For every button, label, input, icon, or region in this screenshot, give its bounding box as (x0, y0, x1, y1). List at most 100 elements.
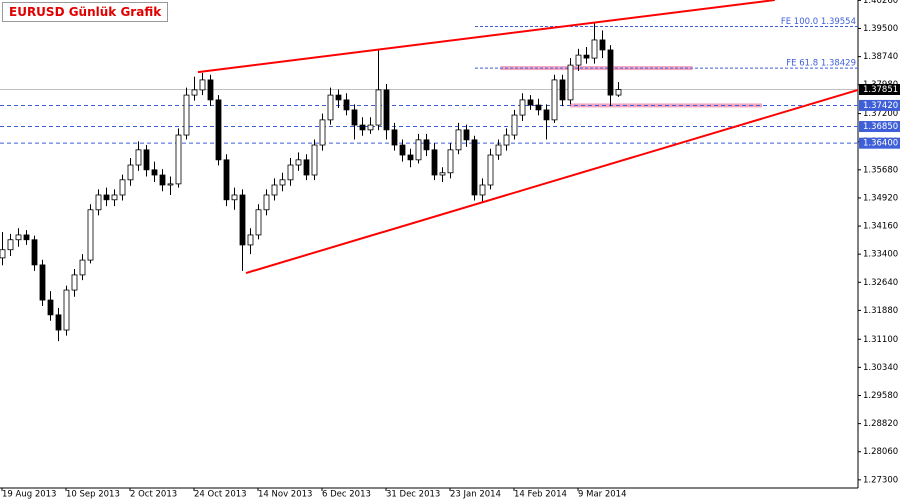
y-tick-label: 1.33400 (863, 250, 898, 260)
trendline (245, 88, 859, 275)
candle-body (439, 172, 446, 176)
candle-body (503, 134, 510, 146)
candle-body (111, 194, 118, 201)
y-tick-label: 1.35680 (863, 165, 898, 175)
y-tick-label: 1.38740 (863, 52, 898, 62)
x-tick-label: 10 Sep 2013 (66, 490, 120, 500)
candle-body (95, 194, 102, 211)
candle-body (519, 99, 526, 116)
candle-body (527, 99, 534, 106)
candle-body (231, 194, 238, 201)
fib-label: FE 100.0 1.39554 (781, 17, 856, 27)
candle-body (583, 54, 590, 59)
price-label: 1.37420 (863, 101, 898, 111)
candle-body (279, 179, 286, 186)
candle-body (303, 159, 310, 176)
candle-body (199, 79, 206, 91)
candle-body (151, 169, 158, 176)
y-tick-label: 1.28820 (863, 419, 898, 429)
candle-body (271, 184, 278, 196)
chart-title: EURUSD Günlük Grafik (2, 2, 169, 22)
fib-label: FE 61.8 1.38429 (786, 59, 856, 69)
y-tick-label: 1.31100 (863, 335, 898, 345)
candle-body (543, 109, 550, 121)
candle-body (247, 234, 254, 246)
candle-body (511, 114, 518, 136)
candle-body (607, 49, 614, 96)
candle-body (535, 104, 542, 111)
candle-body (615, 89, 622, 96)
candle-body (87, 209, 94, 261)
candle-body (207, 79, 214, 101)
candle-body (175, 134, 182, 185)
candle-body (463, 129, 470, 141)
price-box (859, 99, 900, 111)
y-tick-label: 1.27300 (863, 475, 898, 485)
candle-body (143, 149, 150, 171)
candle-body (487, 154, 494, 186)
candle-body (311, 144, 318, 176)
y-tick-label: 1.34160 (863, 222, 898, 232)
candle-body (423, 139, 430, 151)
candle-body (455, 129, 462, 151)
candle-body (127, 164, 134, 181)
candle-body (55, 314, 62, 331)
y-tick-label: 1.32640 (863, 278, 898, 288)
candle-body (7, 239, 14, 251)
candle-body (23, 234, 30, 241)
candle-body (287, 164, 294, 181)
candle-body (135, 149, 142, 166)
candle-body (399, 144, 406, 156)
candle-body (575, 54, 582, 66)
candle-body (407, 154, 414, 161)
y-tick-label: 1.29580 (863, 391, 898, 401)
x-tick-label: 31 Dec 2013 (386, 490, 440, 500)
x-tick-label: 19 Aug 2013 (2, 490, 56, 500)
candle-body (567, 64, 574, 101)
x-tick-label: 2 Oct 2013 (130, 490, 177, 500)
candle-body (71, 274, 78, 291)
candle-body (471, 139, 478, 196)
candle-body (351, 109, 358, 126)
price-label: 1.36850 (863, 122, 898, 132)
candle-body (559, 79, 566, 101)
candle-body (295, 159, 302, 166)
candle-body (479, 184, 486, 196)
price-box (859, 83, 900, 95)
y-tick-label: 1.37200 (863, 109, 898, 119)
candle-body (39, 264, 46, 301)
candle-body (431, 149, 438, 176)
candle-body (263, 194, 270, 211)
x-tick-label: 9 Mar 2014 (578, 490, 626, 500)
x-tick-label: 6 Dec 2013 (322, 490, 371, 500)
price-label: 1.36400 (863, 139, 898, 149)
candle-body (343, 99, 350, 111)
candle-body (47, 299, 54, 316)
trendline (197, 0, 775, 74)
candle-body (319, 119, 326, 146)
candle-body (239, 194, 246, 246)
y-tick-label: 1.28060 (863, 447, 898, 457)
candle-body (31, 239, 38, 266)
candle-body (15, 234, 22, 241)
candle-body (63, 289, 70, 331)
candle-body (495, 144, 502, 156)
candle-body (367, 124, 374, 131)
candle-body (391, 129, 398, 146)
candle-body (223, 159, 230, 201)
candle-body (215, 99, 222, 161)
candle-body (335, 94, 342, 101)
price-box (859, 121, 900, 133)
y-tick-label: 1.39500 (863, 24, 898, 34)
candle-body (375, 89, 382, 126)
candle-body (447, 149, 454, 174)
y-tick-label: 1.34920 (863, 193, 898, 203)
candle-body (359, 124, 366, 131)
candle-body (327, 94, 334, 121)
x-tick-label: 14 Nov 2013 (258, 490, 312, 500)
candle-body (191, 89, 198, 96)
y-tick-label: 1.31880 (863, 306, 898, 316)
price-box (859, 137, 900, 149)
